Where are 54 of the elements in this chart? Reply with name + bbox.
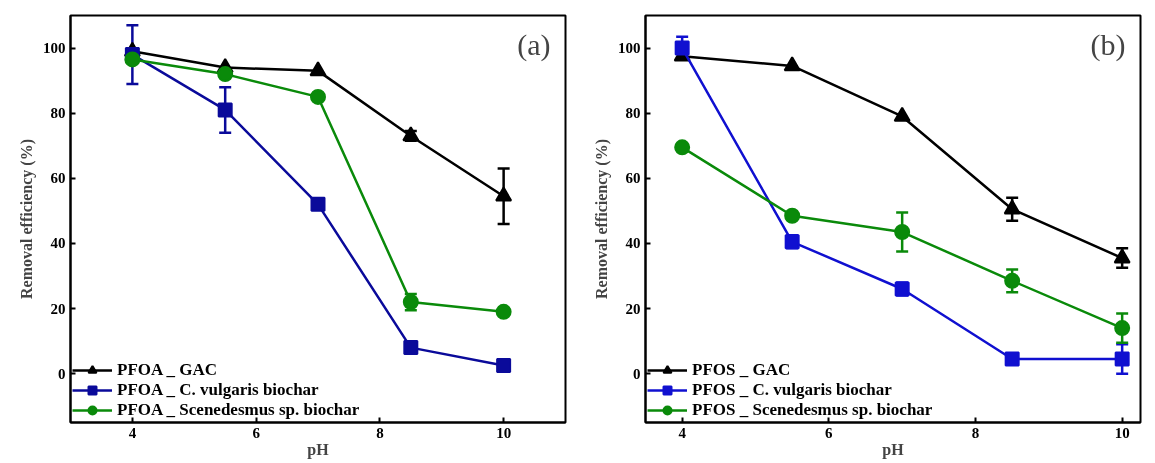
- annotation: (b): [1090, 27, 1126, 62]
- point: [1114, 320, 1131, 337]
- y-tick-label: 0: [58, 365, 66, 382]
- x-axis-title: pH: [882, 440, 905, 459]
- point: [217, 102, 233, 118]
- legend-label: PFOS _ Scenedesmus sp. biochar: [692, 400, 933, 420]
- point: [894, 224, 911, 241]
- legend-label: PFOA _ GAC: [117, 360, 218, 380]
- y-tick-label: 80: [50, 105, 66, 122]
- point: [1113, 248, 1131, 264]
- point: [783, 56, 801, 72]
- y-axis-title: Removal efficiency (%): [593, 139, 611, 299]
- x-axis-title: pH: [307, 440, 330, 459]
- y-tick-label: 100: [618, 40, 641, 57]
- y-tick-label: 20: [50, 300, 66, 317]
- point: [1004, 272, 1021, 289]
- x-tick-label: 8: [376, 424, 384, 441]
- x-tick-label: 4: [678, 424, 687, 441]
- y-tick-label: 40: [50, 235, 66, 252]
- legend-label: PFOA _ C. vulgaris biochar: [117, 380, 319, 400]
- y-tick-label: 60: [625, 170, 641, 187]
- point: [674, 139, 691, 156]
- legend-label: PFOS _ C. vulgaris biochar: [692, 380, 892, 400]
- y-tick-label: 0: [633, 365, 641, 382]
- point: [309, 61, 327, 77]
- y-axis-title: Removal efficiency (%): [18, 139, 36, 299]
- point: [496, 358, 512, 374]
- legend-label: PFOA _ Scenedesmus sp. biochar: [117, 400, 360, 420]
- point: [217, 66, 234, 83]
- y-tick-label: 80: [625, 105, 641, 122]
- x-tick-label: 8: [971, 424, 980, 441]
- x-tick-label: 4: [128, 424, 137, 441]
- x-tick-label: 6: [825, 424, 834, 441]
- annotation: (a): [517, 27, 551, 62]
- point: [784, 207, 801, 224]
- point: [1004, 351, 1020, 367]
- x-tick-label: 10: [1114, 424, 1130, 441]
- x-tick-label: 6: [252, 424, 261, 441]
- y-tick-label: 40: [625, 235, 641, 252]
- point: [124, 51, 141, 68]
- point: [310, 196, 326, 212]
- y-tick-label: 60: [50, 170, 66, 187]
- point: [674, 40, 690, 56]
- point: [893, 106, 911, 122]
- y-tick-label: 100: [43, 40, 66, 57]
- point: [495, 303, 512, 320]
- point: [495, 186, 513, 202]
- x-tick-label: 10: [496, 424, 512, 441]
- point: [1003, 199, 1021, 215]
- point: [403, 340, 419, 356]
- legend-label: PFOS _ GAC: [692, 360, 791, 380]
- y-tick-label: 20: [625, 300, 641, 317]
- point: [1114, 351, 1130, 367]
- point: [310, 88, 326, 105]
